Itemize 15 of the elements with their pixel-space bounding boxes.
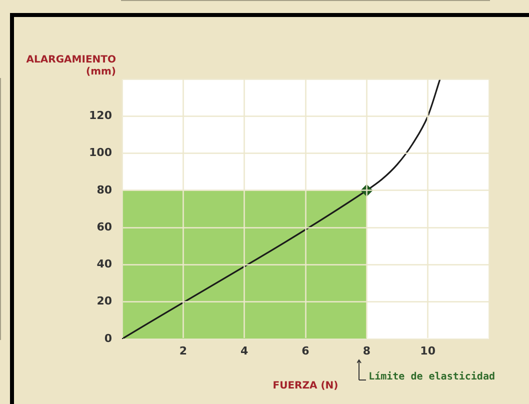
text: Límite de elasticidad [368,370,495,383]
x-tick-label: 6 [302,344,310,358]
x-tick-label: 10 [420,344,436,358]
x-tick-label: 4 [240,344,249,358]
y-axis-title: ALARGAMIENTO (mm) [26,54,116,78]
y-tick-label: 80 [96,183,112,196]
y-tick-label: 60 [96,220,112,234]
y-tick-label: 40 [96,258,112,271]
x-tick-label: 8 [362,344,370,358]
x-axis-title: FUERZA (N) [272,380,338,392]
x-tick-label: 2 [179,344,187,358]
y-tick-label: 120 [89,109,112,122]
y-tick-label: 0 [104,332,112,345]
y-tick-label: 100 [89,146,112,160]
y-tick-label: 20 [96,294,112,308]
